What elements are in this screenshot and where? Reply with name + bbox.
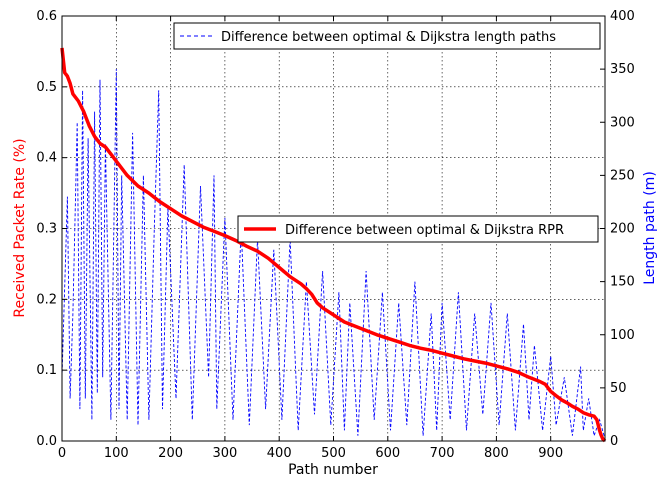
x-tick-label: 200 xyxy=(158,446,183,461)
x-tick-label: 400 xyxy=(267,446,292,461)
y-left-tick-label: 0.4 xyxy=(36,151,57,166)
rpr-series-layer xyxy=(60,47,607,443)
x-tick-label: 100 xyxy=(104,446,129,461)
x-tick-label: 500 xyxy=(321,446,346,461)
legend-length-paths: Difference between optimal & Dijkstra le… xyxy=(173,22,601,50)
x-tick-label: 700 xyxy=(430,446,455,461)
length-series-line xyxy=(61,69,606,440)
y-left-tick-label: 0.0 xyxy=(36,434,57,449)
y-right-tick-label: 100 xyxy=(610,328,635,343)
right-y-axis-title: Length path (m) xyxy=(642,171,658,285)
y-left-tick-label: 0.6 xyxy=(36,9,57,24)
x-tick-label: 800 xyxy=(484,446,509,461)
left-axis-ticks: 0.0 0.1 0.2 0.3 0.4 0.5 0.6 xyxy=(36,9,67,449)
y-left-tick-label: 0.3 xyxy=(36,222,57,237)
legend-rpr: Difference between optimal & Dijkstra RP… xyxy=(237,215,599,243)
legend-rpr-box xyxy=(237,215,599,243)
legend-length-label: Difference between optimal & Dijkstra le… xyxy=(221,30,556,45)
rpr-series-line xyxy=(60,47,607,443)
right-axis-ticks: 0 50 100 150 200 250 300 350 400 xyxy=(600,9,635,449)
y-right-tick-label: 250 xyxy=(610,168,635,183)
y-right-tick-label: 200 xyxy=(610,222,635,237)
y-left-tick-label: 0.1 xyxy=(36,363,57,378)
y-right-tick-label: 300 xyxy=(610,115,635,130)
x-axis-ticks: 0 100 200 300 400 500 600 700 800 900 xyxy=(58,16,563,461)
y-right-tick-label: 150 xyxy=(610,275,635,290)
legend-length-box xyxy=(173,22,601,50)
left-y-axis-title: Received Packet Rate (%) xyxy=(12,138,28,317)
y-left-tick-label: 0.5 xyxy=(36,80,57,95)
legend-rpr-label: Difference between optimal & Dijkstra RP… xyxy=(285,223,564,238)
x-tick-label: 600 xyxy=(375,446,400,461)
y-right-tick-label: 400 xyxy=(610,9,635,24)
y-right-tick-label: 350 xyxy=(610,62,635,77)
x-tick-label: 0 xyxy=(58,446,66,461)
y-right-tick-label: 0 xyxy=(610,434,618,449)
y-right-tick-label: 50 xyxy=(610,381,627,396)
length-series-layer xyxy=(61,69,606,440)
x-tick-label: 900 xyxy=(538,446,563,461)
y-left-tick-label: 0.2 xyxy=(36,292,57,307)
x-tick-label: 300 xyxy=(212,446,237,461)
x-axis-title: Path number xyxy=(288,462,378,478)
